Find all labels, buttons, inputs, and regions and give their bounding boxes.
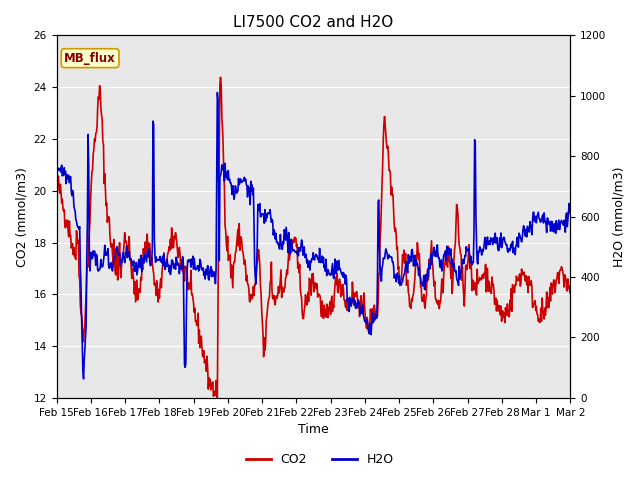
- H2O: [381, 250, 389, 256]
- Line: CO2: CO2: [56, 77, 570, 398]
- H2O: [214, 90, 221, 96]
- H2O: [52, 161, 60, 167]
- CO2: [444, 264, 451, 270]
- CO2: [497, 312, 504, 318]
- Legend: CO2, H2O: CO2, H2O: [241, 448, 399, 471]
- X-axis label: Time: Time: [298, 423, 329, 436]
- H2O: [80, 376, 88, 382]
- CO2: [366, 324, 374, 330]
- Line: H2O: H2O: [56, 93, 570, 379]
- Title: LI7500 CO2 and H2O: LI7500 CO2 and H2O: [234, 15, 394, 30]
- H2O: [444, 252, 451, 257]
- Y-axis label: CO2 (mmol/m3): CO2 (mmol/m3): [15, 167, 28, 266]
- CO2: [214, 395, 221, 401]
- CO2: [566, 291, 574, 297]
- CO2: [353, 289, 360, 295]
- H2O: [497, 244, 504, 250]
- H2O: [366, 320, 374, 326]
- Text: MB_flux: MB_flux: [64, 52, 116, 65]
- CO2: [52, 172, 60, 178]
- Y-axis label: H2O (mmol/m3): H2O (mmol/m3): [612, 167, 625, 267]
- CO2: [84, 264, 92, 270]
- CO2: [381, 122, 389, 128]
- CO2: [217, 74, 225, 80]
- H2O: [85, 162, 93, 168]
- H2O: [566, 211, 574, 217]
- H2O: [353, 300, 360, 306]
